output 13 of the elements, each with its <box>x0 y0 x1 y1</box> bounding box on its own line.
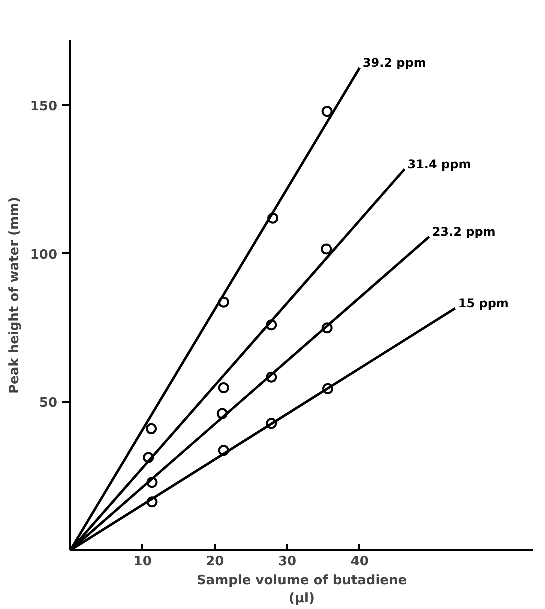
y-axis-title: Peak height of water (mm) <box>7 197 22 394</box>
text: 23.2 ppm <box>432 225 496 240</box>
x-tick-label: 20 <box>206 554 224 570</box>
x-tick-label: 30 <box>278 554 297 570</box>
text: 31.4 ppm <box>408 157 472 172</box>
y-tick-label: 150 <box>30 100 58 115</box>
x-tick-label: 10 <box>134 554 152 570</box>
x-axis-title: Sample volume of butadiene (µl) <box>196 574 408 606</box>
text: 39.2 ppm <box>362 56 426 70</box>
y-tick-label: 50 <box>39 396 58 412</box>
x-tick-label: 40 <box>350 554 369 570</box>
y-tick-label: 100 <box>30 248 58 263</box>
text: 15 ppm <box>458 296 509 311</box>
